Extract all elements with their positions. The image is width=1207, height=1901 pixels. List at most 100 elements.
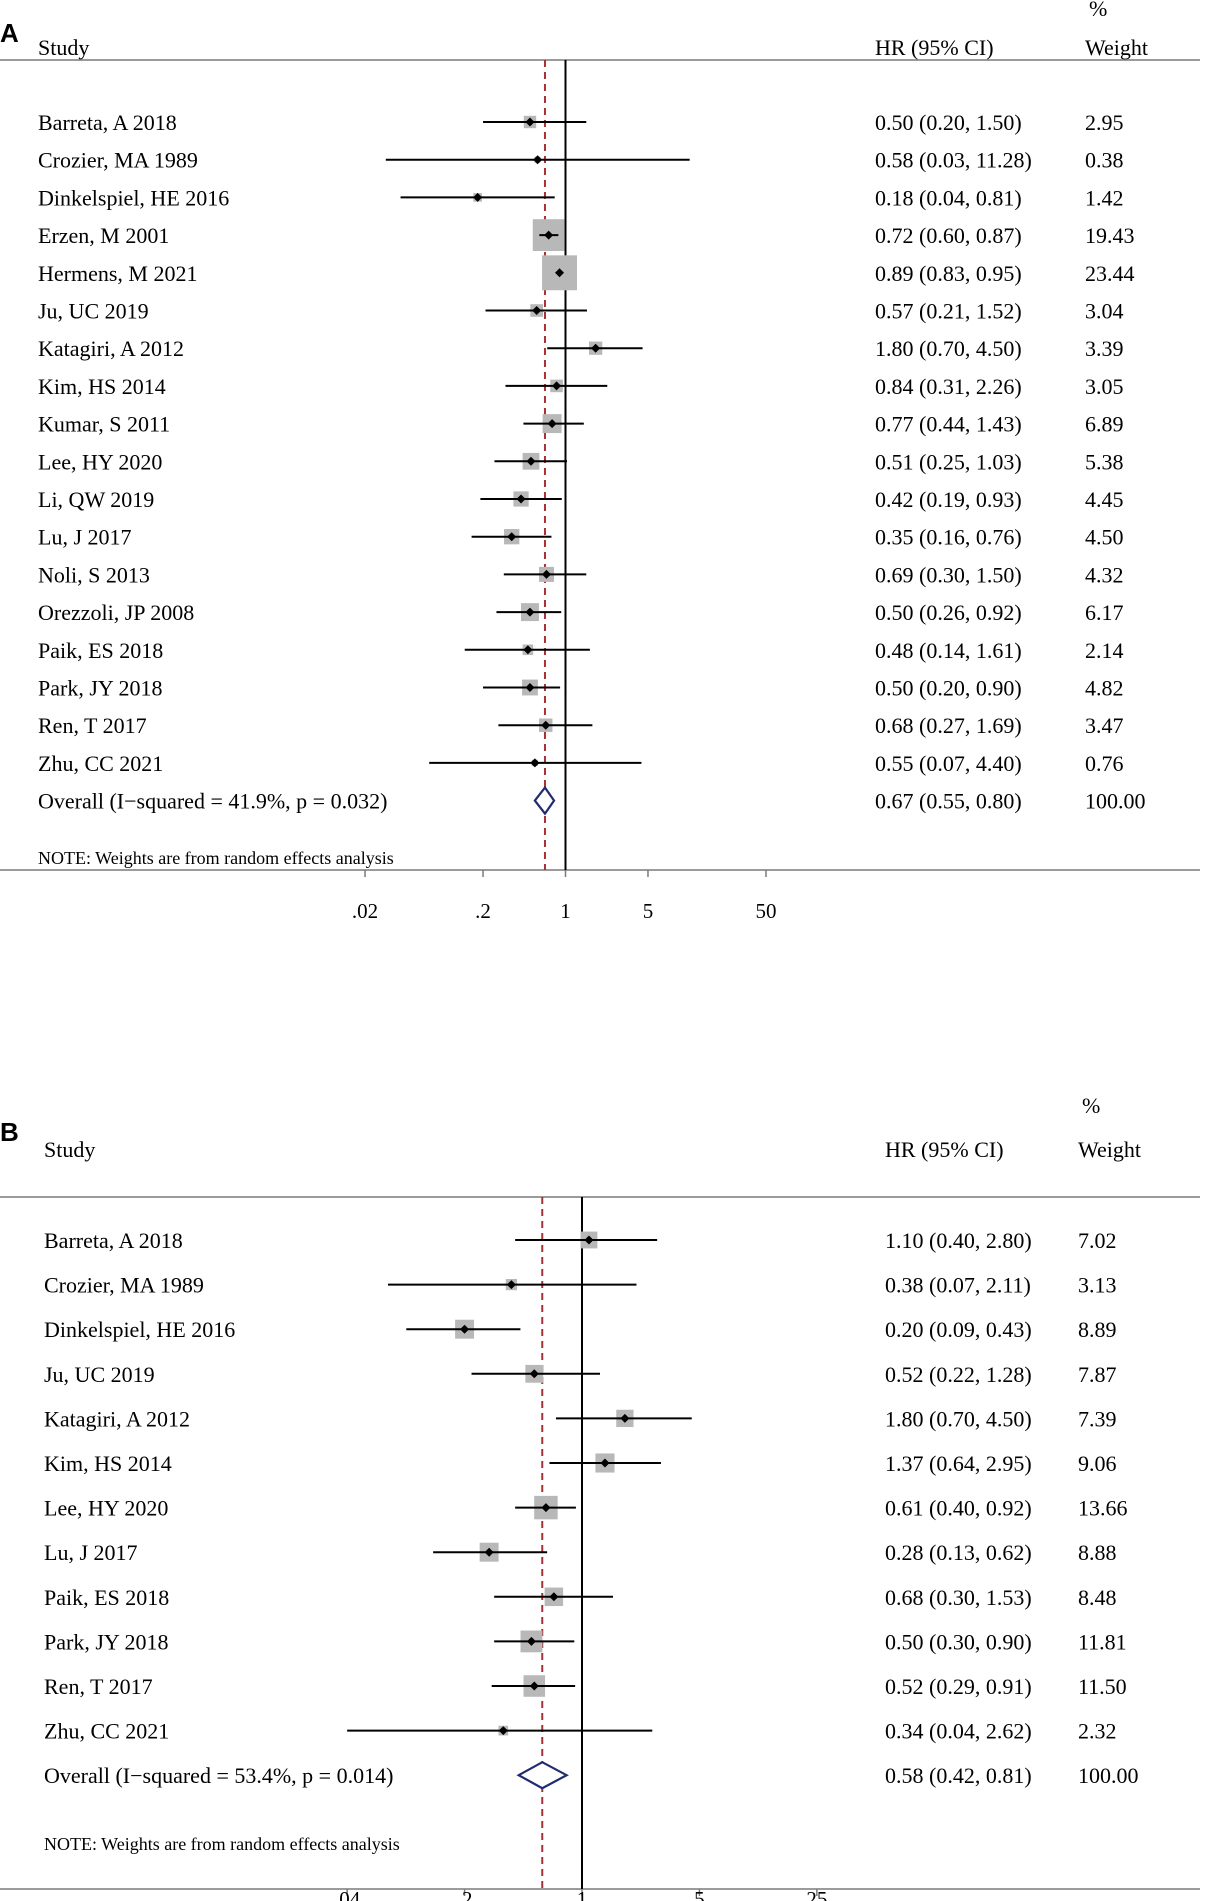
study-label: Orezzoli, JP 2008: [38, 600, 194, 625]
study-weight: 5.38: [1085, 449, 1124, 474]
study-hr-ci: 1.80 (0.70, 4.50): [885, 1406, 1032, 1431]
study-label: Katagiri, A 2012: [38, 336, 184, 361]
x-axis-tick-label: 1: [560, 899, 571, 923]
study-label: Kumar, S 2011: [38, 412, 170, 437]
study-point-estimate: [506, 1280, 516, 1290]
study-weight: 0.76: [1085, 751, 1124, 776]
study-label: Lee, HY 2020: [44, 1496, 168, 1521]
study-hr-ci: 0.35 (0.16, 0.76): [875, 525, 1022, 550]
header-hr-ci: HR (95% CI): [875, 35, 994, 60]
study-hr-ci: 0.34 (0.04, 2.62): [885, 1719, 1032, 1744]
overall-diamond: [516, 1760, 569, 1790]
study-label: Zhu, CC 2021: [38, 751, 163, 776]
study-point-estimate: [530, 758, 540, 768]
study-weight: 3.39: [1085, 336, 1124, 361]
overall-label: Overall (I−squared = 41.9%, p = 0.032): [38, 789, 387, 814]
study-hr-ci: 0.50 (0.26, 0.92): [875, 600, 1022, 625]
study-weight: 2.32: [1078, 1719, 1117, 1744]
study-weight: 4.32: [1085, 562, 1124, 587]
study-hr-ci: 0.50 (0.20, 1.50): [875, 110, 1022, 135]
study-hr-ci: 0.84 (0.31, 2.26): [875, 374, 1022, 399]
study-weight: 6.17: [1085, 600, 1124, 625]
study-weight: 13.66: [1078, 1496, 1128, 1521]
study-weight: 3.13: [1078, 1273, 1117, 1298]
study-weight: 7.02: [1078, 1228, 1117, 1253]
study-label: Barreta, A 2018: [44, 1228, 183, 1253]
x-axis-tick-label: 25: [806, 1887, 827, 1901]
study-point-estimate: [498, 1726, 508, 1736]
study-point-estimate: [549, 1592, 559, 1602]
study-point-estimate: [529, 1681, 539, 1691]
study-hr-ci: 0.57 (0.21, 1.52): [875, 299, 1022, 324]
study-label: Crozier, MA 1989: [44, 1273, 204, 1298]
x-axis-tick-label: .04: [334, 1887, 361, 1901]
study-weight: 7.87: [1078, 1362, 1117, 1387]
study-hr-ci: 1.37 (0.64, 2.95): [885, 1451, 1032, 1476]
header-percent: %: [1089, 0, 1107, 21]
study-hr-ci: 0.68 (0.27, 1.69): [875, 713, 1022, 738]
study-weight: 23.44: [1085, 261, 1135, 286]
study-hr-ci: 0.89 (0.83, 0.95): [875, 261, 1022, 286]
x-axis-tick-label: 5: [643, 899, 654, 923]
study-weight: 1.42: [1085, 185, 1124, 210]
study-label: Barreta, A 2018: [38, 110, 177, 135]
study-hr-ci: 1.10 (0.40, 2.80): [885, 1228, 1032, 1253]
x-axis-tick-label: 1: [577, 1887, 588, 1901]
study-label: Lu, J 2017: [44, 1540, 138, 1565]
forest-plot-panel-a: A Study HR (95% CI)% Weight Barreta, A 2018 0…: [0, 0, 1200, 923]
study-weight: 9.06: [1078, 1451, 1117, 1476]
study-point-estimate: [555, 268, 565, 278]
study-point-estimate: [460, 1324, 470, 1334]
study-point-estimate: [484, 1547, 494, 1557]
study-point-estimate: [541, 1503, 551, 1513]
study-label: Zhu, CC 2021: [44, 1719, 169, 1744]
study-weight: 2.14: [1085, 638, 1124, 663]
study-point-estimate: [584, 1235, 594, 1245]
study-point-estimate: [541, 569, 551, 579]
overall-label: Overall (I−squared = 53.4%, p = 0.014): [44, 1763, 393, 1788]
study-label: Erzen, M 2001: [38, 223, 169, 248]
study-hr-ci: 0.28 (0.13, 0.62): [885, 1540, 1032, 1565]
study-label: Lee, HY 2020: [38, 449, 162, 474]
study-label: Dinkelspiel, HE 2016: [38, 185, 229, 210]
study-weight: 8.89: [1078, 1317, 1117, 1342]
study-hr-ci: 0.38 (0.07, 2.11): [885, 1273, 1031, 1298]
study-hr-ci: 0.52 (0.22, 1.28): [885, 1362, 1032, 1387]
study-weight: 0.38: [1085, 148, 1124, 173]
study-point-estimate: [533, 155, 543, 165]
overall-weight: 100.00: [1078, 1763, 1139, 1788]
study-point-estimate: [600, 1458, 610, 1468]
study-hr-ci: 0.18 (0.04, 0.81): [875, 185, 1022, 210]
study-hr-ci: 0.50 (0.30, 0.90): [885, 1629, 1032, 1654]
study-weight: 4.45: [1085, 487, 1124, 512]
study-weight: 3.05: [1085, 374, 1124, 399]
study-point-estimate: [525, 117, 535, 127]
study-label: Crozier, MA 1989: [38, 148, 198, 173]
study-point-estimate: [507, 532, 517, 542]
study-hr-ci: 0.52 (0.29, 0.91): [885, 1674, 1032, 1699]
study-point-estimate: [532, 306, 542, 315]
study-label: Kim, HS 2014: [44, 1451, 172, 1476]
x-axis-tick-label: .2: [475, 899, 491, 923]
study-weight: 8.48: [1078, 1585, 1117, 1610]
study-label: Li, QW 2019: [38, 487, 154, 512]
study-weight: 3.47: [1085, 713, 1124, 738]
forest-plot-panel-b: B Study HR (95% CI)% Weight Barreta, A 2018 1…: [0, 1093, 1200, 1901]
study-hr-ci: 0.68 (0.30, 1.53): [885, 1585, 1032, 1610]
study-point-estimate: [547, 419, 557, 429]
x-axis-tick-label: 50: [755, 899, 776, 923]
study-label: Ju, UC 2019: [44, 1362, 155, 1387]
study-hr-ci: 0.50 (0.20, 0.90): [875, 676, 1022, 701]
study-point-estimate: [552, 381, 562, 391]
study-label: Park, JY 2018: [44, 1629, 168, 1654]
study-point-estimate: [526, 1636, 536, 1646]
study-point-estimate: [529, 1369, 539, 1379]
panel-letter: B: [0, 1117, 19, 1147]
study-weight: 11.50: [1078, 1674, 1127, 1699]
weights-note: NOTE: Weights are from random effects an…: [44, 1834, 400, 1854]
study-point-estimate: [620, 1413, 630, 1423]
study-weight: 8.88: [1078, 1540, 1117, 1565]
study-weight: 6.89: [1085, 412, 1124, 437]
panel-letter: A: [0, 18, 19, 48]
